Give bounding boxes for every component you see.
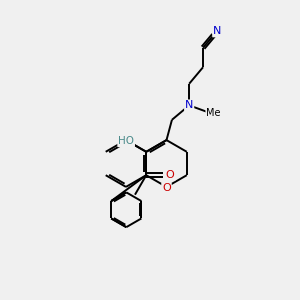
Text: N: N	[213, 26, 221, 37]
Text: O: O	[166, 170, 175, 180]
Text: O: O	[162, 183, 171, 194]
Text: N: N	[185, 100, 194, 110]
Text: HO: HO	[118, 136, 134, 146]
Text: Me: Me	[206, 108, 221, 118]
